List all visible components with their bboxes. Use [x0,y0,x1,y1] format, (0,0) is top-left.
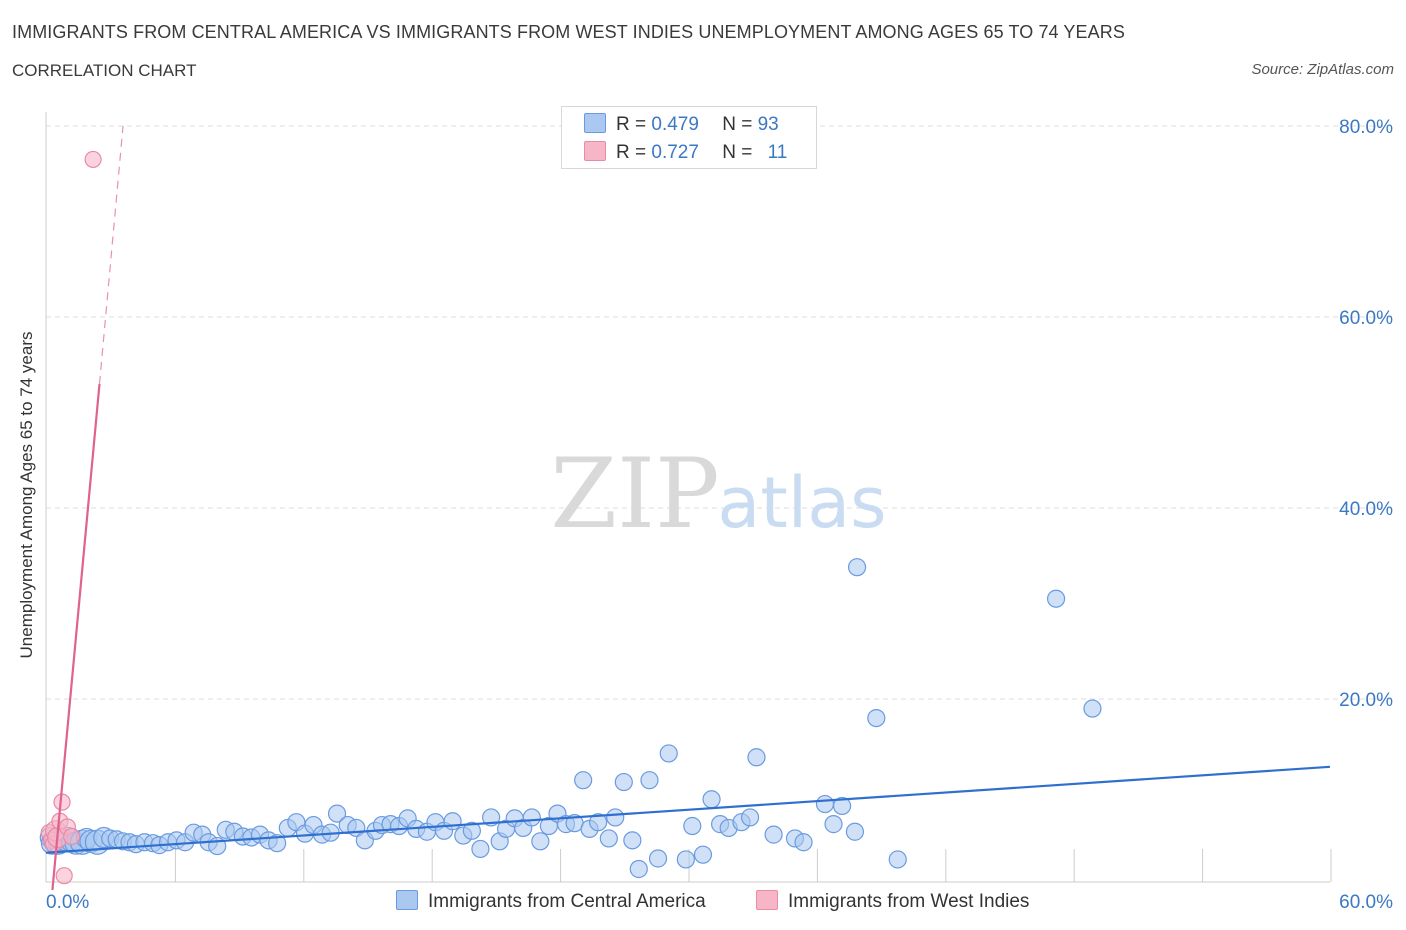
data-point-central-america [747,748,766,767]
data-point-central-america [847,558,867,577]
data-point-central-america [693,845,713,864]
data-point-central-america [815,794,835,814]
data-point-central-america [659,744,678,763]
data-point-central-america [606,808,625,827]
trend-lines [45,125,1331,891]
data-point-central-america [888,850,907,869]
data-point-central-america [462,821,481,840]
data-point-central-america [648,849,668,868]
bottom-legend-west-indies: Immigrants from West Indies [756,890,1029,914]
legend-row-central-america: R = 0.479 N = 93 [584,113,779,137]
watermark: ZIP atlas [550,438,886,550]
source-attribution: Source: ZipAtlas.com [1251,61,1394,78]
data-point-central-america [471,839,490,859]
tick-labels: 20.0% 40.0% 60.0% 80.0% 0.0% 60.0% [46,117,1393,913]
legend-n-label: N = [722,142,753,163]
y-tick-label: 80.0% [1339,117,1393,138]
series-west-indies-points [40,150,102,885]
trend-line-west-indies [51,383,101,891]
axes [45,112,1332,883]
data-point-central-america [824,815,843,834]
y-axis-label: Unemployment Among Ages 65 to 74 years [17,331,36,659]
data-point-central-america [623,831,642,850]
bottom-legend-label: Immigrants from Central America [428,891,706,912]
data-point-central-america [599,829,618,848]
trend-line-central-america [45,765,1331,854]
legend-swatch-blue [584,113,606,133]
legend-n-value: 93 [757,114,779,135]
data-point-central-america [794,833,813,852]
bottom-legend-label: Immigrants from West Indies [788,891,1030,912]
y-tick-label: 20.0% [1339,690,1393,711]
legend-r-value: 0.727 [651,142,699,163]
bottom-legend-swatch-pink [756,890,778,910]
data-point-west-indies [84,150,102,169]
data-point-central-america [268,834,287,853]
x-tick-label: 0.0% [46,892,89,913]
data-point-central-america [867,708,886,728]
x-tick-label: 60.0% [1339,892,1393,913]
chart-title: IMMIGRANTS FROM CENTRAL AMERICA VS IMMIG… [12,22,1125,42]
series-central-america-points [39,558,1102,879]
data-point-central-america [702,790,721,809]
data-point-central-america [832,796,852,816]
legend-n-label: N = [722,114,753,135]
data-point-central-america [640,771,659,790]
bottom-legend-central-america: Immigrants from Central America [396,890,706,914]
data-point-west-indies [55,867,73,885]
trend-line-west-indies-extension [98,125,124,384]
data-point-central-america [531,832,550,851]
y-tick-label: 60.0% [1339,308,1393,329]
legend-row-west-indies: R = 0.727 N = 11 [584,141,787,165]
data-point-central-america [443,812,462,831]
legend-r-label: R = [616,142,647,163]
data-point-west-indies [63,827,81,846]
data-point-central-america [740,808,760,827]
data-point-central-america [676,850,695,869]
legend-r-label: R = [616,114,647,135]
legend-swatch-pink [584,141,606,161]
data-point-central-america [327,804,347,823]
data-point-central-america [589,813,608,832]
data-point-central-america [845,822,865,841]
legend-r-value: 0.479 [651,114,699,135]
grid-lines [46,125,1394,700]
correlation-legend: R = 0.479 N = 93 R = 0.727 N = 11 [561,106,817,169]
legend-n-value: 11 [767,142,788,163]
y-tick-label: 40.0% [1339,499,1393,520]
data-point-central-america [614,772,633,792]
chart-subtitle: CORRELATION CHART [12,61,197,80]
data-point-central-america [574,771,593,790]
data-point-central-america [629,859,648,879]
data-point-central-america [764,825,783,844]
data-point-central-america [1046,589,1066,608]
data-point-central-america [1083,699,1102,718]
watermark-zip: ZIP [550,438,719,550]
bottom-legend-swatch-blue [396,890,418,910]
y-axis-label-wrap: Unemployment Among Ages 65 to 74 years [16,300,38,690]
watermark-atlas: atlas [717,462,886,544]
data-point-central-america [683,816,702,836]
data-point-central-america [522,808,541,827]
